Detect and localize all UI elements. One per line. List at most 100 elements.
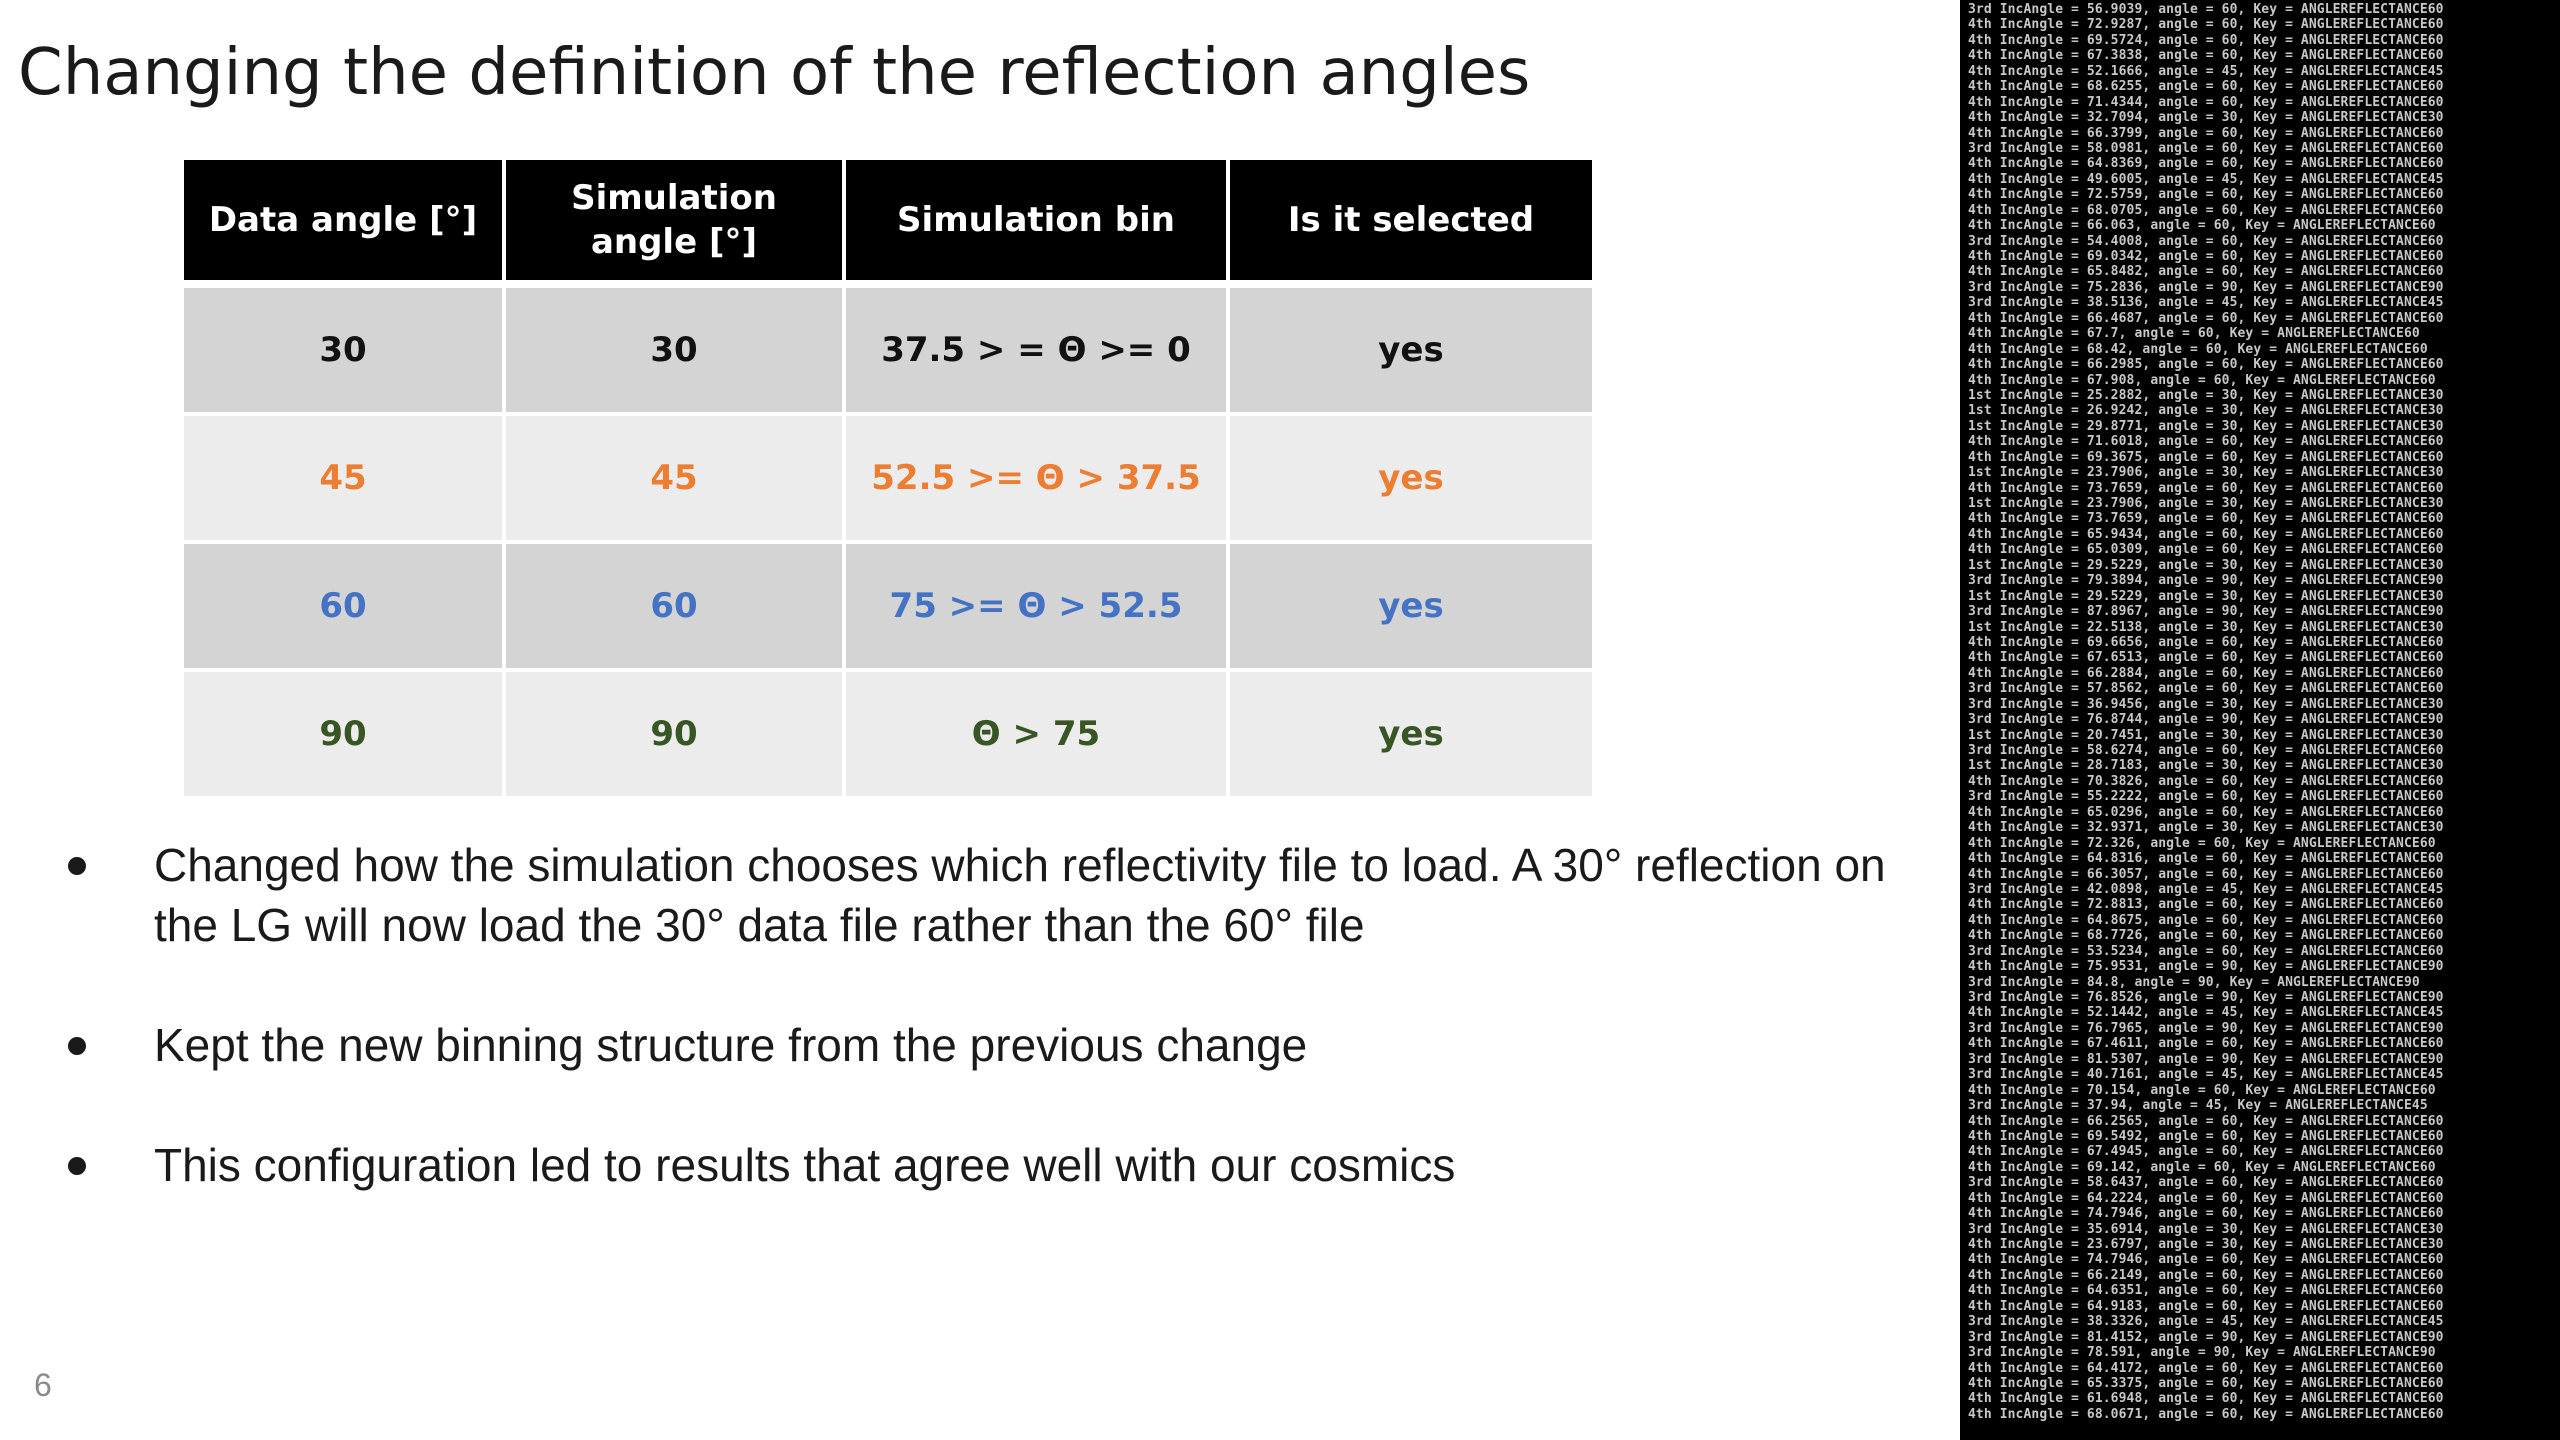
simulation-bin-cell: 52.5 >= Θ > 37.5 bbox=[846, 412, 1226, 540]
simulation-angle-cell: 45 bbox=[506, 412, 842, 540]
terminal-line: 3rd IncAngle = 40.7161, angle = 45, Key … bbox=[1968, 1067, 2444, 1083]
simulation-angle-cell: 30 bbox=[506, 280, 842, 412]
terminal-line: 1st IncAngle = 22.5138, angle = 30, Key … bbox=[1968, 619, 2444, 635]
terminal-line: 3rd IncAngle = 37.94, angle = 45, Key = … bbox=[1968, 1098, 2428, 1114]
terminal-line: 3rd IncAngle = 76.8526, angle = 90, Key … bbox=[1968, 990, 2444, 1005]
simulation-angle-cell: 90 bbox=[506, 668, 842, 796]
terminal-line: 3rd IncAngle = 42.0898, angle = 45, Key … bbox=[1968, 881, 2444, 897]
terminal-line: 4th IncAngle = 64.2224, angle = 60, Key … bbox=[1968, 1190, 2444, 1206]
terminal-line: 3rd IncAngle = 84.8, angle = 90, Key = A… bbox=[1968, 974, 2420, 990]
terminal-line: 4th IncAngle = 67.908, angle = 60, Key =… bbox=[1968, 372, 2436, 388]
table-row: 60 60 75 >= Θ > 52.5 yes bbox=[184, 540, 1592, 668]
data-angle-cell: 90 bbox=[184, 668, 502, 796]
terminal-line: 1st IncAngle = 28.7183, angle = 30, Key … bbox=[1968, 758, 2444, 774]
terminal-line: 3rd IncAngle = 38.5136, angle = 45, Key … bbox=[1968, 295, 2444, 311]
terminal-line: 4th IncAngle = 64.8369, angle = 60, Key … bbox=[1968, 156, 2444, 172]
terminal-line: 3rd IncAngle = 35.6914, angle = 30, Key … bbox=[1968, 1221, 2444, 1237]
terminal-line: 3rd IncAngle = 55.2222, angle = 60, Key … bbox=[1968, 789, 2444, 805]
header-data-angle: Data angle [°] bbox=[184, 160, 502, 280]
terminal-line: 4th IncAngle = 67.4945, angle = 60, Key … bbox=[1968, 1144, 2444, 1160]
bullet-list: Changed how the simulation chooses which… bbox=[60, 835, 1960, 1255]
simulation-bin-cell: 75 >= Θ > 52.5 bbox=[846, 540, 1226, 668]
terminal-line: 4th IncAngle = 72.326, angle = 60, Key =… bbox=[1968, 835, 2436, 851]
data-angle-cell: 30 bbox=[184, 280, 502, 412]
header-simulation-bin: Simulation bin bbox=[846, 160, 1226, 280]
is-selected-cell: yes bbox=[1230, 540, 1592, 668]
terminal-line: 4th IncAngle = 64.9183, angle = 60, Key … bbox=[1968, 1298, 2444, 1314]
terminal-line: 4th IncAngle = 68.0671, angle = 60, Key … bbox=[1968, 1406, 2444, 1422]
terminal-line: 1st IncAngle = 29.8771, angle = 30, Key … bbox=[1968, 418, 2444, 434]
terminal-line: 3rd IncAngle = 38.3326, angle = 45, Key … bbox=[1968, 1314, 2444, 1330]
table-row: 90 90 Θ > 75 yes bbox=[184, 668, 1592, 796]
terminal-line: 4th IncAngle = 72.9287, angle = 60, Key … bbox=[1968, 17, 2444, 33]
terminal-line: 1st IncAngle = 23.7906, angle = 30, Key … bbox=[1968, 465, 2444, 481]
terminal-line: 3rd IncAngle = 76.8744, angle = 90, Key … bbox=[1968, 712, 2444, 728]
terminal-line: 4th IncAngle = 23.6797, angle = 30, Key … bbox=[1968, 1237, 2444, 1252]
terminal-line: 3rd IncAngle = 79.3894, angle = 90, Key … bbox=[1968, 573, 2444, 589]
terminal-line: 3rd IncAngle = 57.8562, angle = 60, Key … bbox=[1968, 681, 2444, 697]
is-selected-cell: yes bbox=[1230, 668, 1592, 796]
terminal-line: 3rd IncAngle = 53.5234, angle = 60, Key … bbox=[1968, 943, 2444, 959]
terminal-line: 4th IncAngle = 70.154, angle = 60, Key =… bbox=[1968, 1082, 2436, 1098]
terminal-line: 4th IncAngle = 61.6948, angle = 60, Key … bbox=[1968, 1391, 2444, 1407]
terminal-line: 4th IncAngle = 49.6005, angle = 45, Key … bbox=[1968, 171, 2444, 187]
terminal-line: 4th IncAngle = 67.6513, angle = 60, Key … bbox=[1968, 650, 2444, 666]
bullet-dot-icon bbox=[68, 1037, 86, 1055]
terminal-line: 4th IncAngle = 74.7946, angle = 60, Key … bbox=[1968, 1206, 2444, 1222]
reflection-angle-table: Data angle [°] Simulation angle [°] Simu… bbox=[180, 160, 1596, 796]
terminal-line: 4th IncAngle = 69.3675, angle = 60, Key … bbox=[1968, 449, 2444, 465]
terminal-line: 4th IncAngle = 69.5724, angle = 60, Key … bbox=[1968, 32, 2444, 48]
terminal-line: 4th IncAngle = 70.3826, angle = 60, Key … bbox=[1968, 773, 2444, 789]
terminal-line: 4th IncAngle = 66.2985, angle = 60, Key … bbox=[1968, 357, 2444, 373]
terminal-line: 4th IncAngle = 68.7726, angle = 60, Key … bbox=[1968, 928, 2444, 944]
simulation-angle-cell: 60 bbox=[506, 540, 842, 668]
terminal-line: 3rd IncAngle = 36.9456, angle = 30, Key … bbox=[1968, 696, 2444, 712]
bullet-text: Changed how the simulation chooses which… bbox=[154, 839, 1886, 951]
terminal-line: 3rd IncAngle = 75.2836, angle = 90, Key … bbox=[1968, 279, 2444, 295]
terminal-line: 4th IncAngle = 73.7659, angle = 60, Key … bbox=[1968, 511, 2444, 527]
terminal-line: 3rd IncAngle = 81.5307, angle = 90, Key … bbox=[1968, 1051, 2444, 1067]
terminal-line: 4th IncAngle = 66.3057, angle = 60, Key … bbox=[1968, 866, 2444, 882]
bullet-text: Kept the new binning structure from the … bbox=[154, 1019, 1308, 1071]
table-row: 30 30 37.5 > = Θ >= 0 yes bbox=[184, 280, 1592, 412]
terminal-line: 4th IncAngle = 64.4172, angle = 60, Key … bbox=[1968, 1360, 2444, 1376]
terminal-line: 4th IncAngle = 65.0296, angle = 60, Key … bbox=[1968, 804, 2444, 820]
terminal-line: 3rd IncAngle = 87.8967, angle = 90, Key … bbox=[1968, 604, 2444, 620]
terminal-line: 4th IncAngle = 65.3375, angle = 60, Key … bbox=[1968, 1375, 2444, 1391]
table-row: 45 45 52.5 >= Θ > 37.5 yes bbox=[184, 412, 1592, 540]
simulation-bin-cell: 37.5 > = Θ >= 0 bbox=[846, 280, 1226, 412]
terminal-line: 4th IncAngle = 64.6351, angle = 60, Key … bbox=[1968, 1283, 2444, 1299]
terminal-line: 4th IncAngle = 75.9531, angle = 90, Key … bbox=[1968, 959, 2444, 975]
data-angle-cell: 60 bbox=[184, 540, 502, 668]
terminal-line: 4th IncAngle = 66.2149, angle = 60, Key … bbox=[1968, 1267, 2444, 1283]
terminal-line: 3rd IncAngle = 81.4152, angle = 90, Key … bbox=[1968, 1329, 2444, 1345]
terminal-line: 1st IncAngle = 29.5229, angle = 30, Key … bbox=[1968, 588, 2444, 604]
data-angle-cell: 45 bbox=[184, 412, 502, 540]
terminal-line: 1st IncAngle = 23.7906, angle = 30, Key … bbox=[1968, 496, 2444, 511]
terminal-line: 3rd IncAngle = 58.0981, angle = 60, Key … bbox=[1968, 140, 2444, 156]
terminal-line: 1st IncAngle = 25.2882, angle = 30, Key … bbox=[1968, 387, 2444, 403]
terminal-line: 4th IncAngle = 32.7094, angle = 30, Key … bbox=[1968, 110, 2444, 126]
terminal-line: 4th IncAngle = 52.1666, angle = 45, Key … bbox=[1968, 63, 2444, 79]
terminal-line: 4th IncAngle = 69.142, angle = 60, Key =… bbox=[1968, 1159, 2436, 1175]
terminal-line: 4th IncAngle = 66.3799, angle = 60, Key … bbox=[1968, 125, 2444, 141]
bullet-dot-icon bbox=[68, 1157, 86, 1175]
bullet-text: This configuration led to results that a… bbox=[154, 1139, 1456, 1191]
bullet-item: This configuration led to results that a… bbox=[60, 1135, 1960, 1195]
terminal-line: 4th IncAngle = 66.4687, angle = 60, Key … bbox=[1968, 310, 2444, 326]
terminal-line: 4th IncAngle = 72.8813, angle = 60, Key … bbox=[1968, 897, 2444, 913]
terminal-output-panel: 3rd IncAngle = 56.9039, angle = 60, Key … bbox=[1960, 0, 2560, 1440]
table-header-row: Data angle [°] Simulation angle [°] Simu… bbox=[184, 160, 1592, 280]
terminal-line: 4th IncAngle = 68.6255, angle = 60, Key … bbox=[1968, 79, 2444, 95]
terminal-line: 3rd IncAngle = 58.6274, angle = 60, Key … bbox=[1968, 743, 2444, 758]
terminal-line: 4th IncAngle = 68.0705, angle = 60, Key … bbox=[1968, 202, 2444, 218]
is-selected-cell: yes bbox=[1230, 280, 1592, 412]
terminal-line: 4th IncAngle = 67.3838, angle = 60, Key … bbox=[1968, 48, 2444, 64]
terminal-line: 1st IncAngle = 20.7451, angle = 30, Key … bbox=[1968, 727, 2444, 743]
terminal-line: 4th IncAngle = 69.5492, angle = 60, Key … bbox=[1968, 1128, 2444, 1144]
terminal-line: 4th IncAngle = 66.2565, angle = 60, Key … bbox=[1968, 1113, 2444, 1129]
terminal-line: 4th IncAngle = 71.6018, angle = 60, Key … bbox=[1968, 434, 2444, 450]
terminal-line: 1st IncAngle = 29.5229, angle = 30, Key … bbox=[1968, 557, 2444, 573]
terminal-line: 3rd IncAngle = 78.591, angle = 90, Key =… bbox=[1968, 1345, 2436, 1361]
terminal-line: 4th IncAngle = 66.063, angle = 60, Key =… bbox=[1968, 218, 2436, 234]
